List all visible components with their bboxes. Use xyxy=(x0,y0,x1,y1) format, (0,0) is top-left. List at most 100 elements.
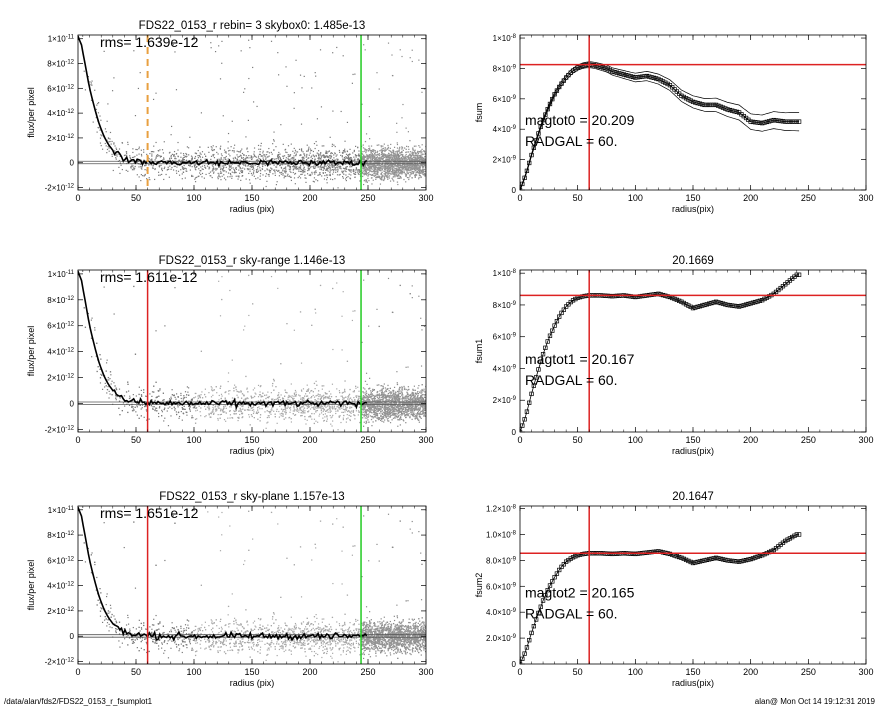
data-point xyxy=(334,178,336,180)
data-point xyxy=(323,420,325,422)
data-point xyxy=(413,166,416,168)
data-point xyxy=(346,165,348,168)
data-point xyxy=(146,153,148,155)
data-point xyxy=(330,164,333,166)
data-point xyxy=(348,169,350,171)
data-point xyxy=(387,171,389,173)
data-point xyxy=(381,177,383,179)
data-point xyxy=(422,167,424,169)
data-point xyxy=(225,151,227,153)
data-point xyxy=(192,417,194,419)
data-point xyxy=(350,169,353,171)
data-point xyxy=(401,55,403,58)
data-point xyxy=(335,167,337,169)
y-axis-label: flux/per pixel xyxy=(26,87,36,138)
data-point xyxy=(303,75,305,78)
data-point xyxy=(90,99,93,102)
x-axis-label: radius (pix) xyxy=(230,204,275,214)
data-point xyxy=(419,407,421,409)
data-point xyxy=(378,177,381,179)
data-point xyxy=(233,150,235,152)
data-point xyxy=(398,411,401,413)
data-point xyxy=(305,181,307,183)
x-tick-label: 300 xyxy=(418,193,433,203)
data-point xyxy=(379,157,381,159)
data-point xyxy=(370,167,373,169)
data-point xyxy=(299,166,301,169)
data-point xyxy=(293,92,295,94)
data-point xyxy=(368,161,370,163)
data-point xyxy=(376,156,379,158)
data-point xyxy=(285,151,287,153)
data-point xyxy=(194,418,197,420)
data-point xyxy=(315,179,317,181)
data-point xyxy=(223,149,226,151)
data-point xyxy=(187,391,189,393)
data-point xyxy=(332,420,334,422)
data-point xyxy=(100,145,102,147)
data-point xyxy=(388,159,390,161)
data-point xyxy=(401,161,404,163)
data-point xyxy=(281,164,284,166)
data-point xyxy=(133,162,135,164)
data-point xyxy=(237,156,239,158)
data-point xyxy=(158,150,160,152)
data-point xyxy=(276,408,278,410)
data-point xyxy=(387,154,389,157)
data-point xyxy=(251,168,253,170)
data-point xyxy=(411,166,413,168)
data-point xyxy=(369,149,371,151)
data-point xyxy=(408,178,410,181)
data-point xyxy=(145,164,147,166)
data-point xyxy=(161,409,163,411)
data-point xyxy=(409,175,411,177)
data-point xyxy=(341,156,343,158)
data-point xyxy=(382,154,384,156)
data-point xyxy=(769,118,774,123)
chart-panel-3: rms= 1.611e-120 50 100 150 200 250 300-2×10-12… xyxy=(26,255,434,456)
data-point xyxy=(159,156,162,158)
data-point xyxy=(231,120,233,122)
data-point xyxy=(192,175,194,177)
data-point xyxy=(420,390,422,392)
data-point xyxy=(215,168,217,170)
data-point xyxy=(414,176,416,178)
data-point xyxy=(388,172,390,174)
data-point xyxy=(233,147,235,149)
data-point xyxy=(395,171,397,173)
data-point xyxy=(266,151,268,153)
data-point xyxy=(224,151,226,153)
data-point xyxy=(409,167,411,169)
data-point xyxy=(262,162,264,164)
data-point xyxy=(345,179,347,182)
data-point xyxy=(195,410,197,412)
data-point xyxy=(172,44,175,46)
x-tick-label: 200 xyxy=(743,193,758,203)
data-point xyxy=(124,405,126,407)
data-point xyxy=(307,167,309,169)
data-point xyxy=(109,377,111,380)
y-tick-label: 6×10-9 xyxy=(493,95,517,104)
data-point xyxy=(376,173,378,175)
data-point xyxy=(324,156,326,158)
data-point xyxy=(214,406,216,408)
data-point xyxy=(315,171,317,174)
data-point xyxy=(218,175,220,177)
data-point xyxy=(189,410,192,412)
data-point xyxy=(326,174,328,177)
data-point xyxy=(259,416,261,419)
data-point xyxy=(394,161,396,164)
data-point xyxy=(398,148,400,150)
data-point xyxy=(227,147,229,149)
data-point xyxy=(94,89,96,91)
data-point xyxy=(309,415,311,417)
data-point xyxy=(387,168,389,170)
data-point xyxy=(388,158,390,160)
data-point xyxy=(419,151,421,153)
data-point xyxy=(412,171,415,174)
data-point xyxy=(306,405,308,407)
data-point xyxy=(110,143,112,145)
data-point xyxy=(402,166,404,168)
data-point xyxy=(242,405,244,408)
data-point xyxy=(421,156,423,158)
